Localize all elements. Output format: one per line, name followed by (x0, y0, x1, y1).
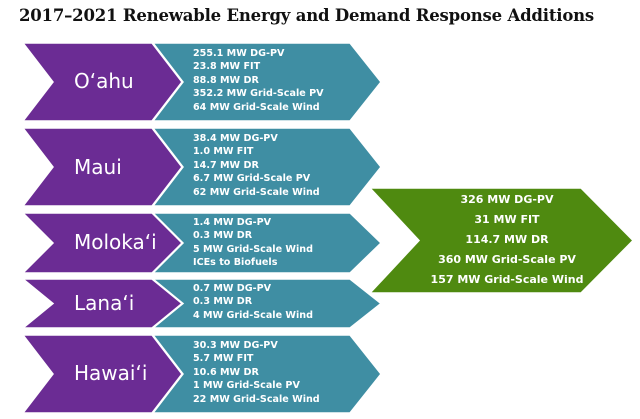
stat-line: 88.8 MW DR (193, 74, 259, 86)
total-line: 326 MW DG-PV (460, 193, 554, 206)
detail-chevron-oahu: 255.1 MW DG-PV 23.8 MW FIT 88.8 MW DR 35… (152, 42, 384, 122)
stat-line: 4 MW Grid-Scale Wind (193, 309, 314, 321)
island-chevron-hawaii: Hawai‘i (22, 334, 184, 414)
teal-chevron-shape (152, 127, 382, 207)
total-line: 31 MW FIT (474, 213, 540, 226)
purple-chevron-shape (22, 42, 183, 122)
total-stats: 326 MW DG-PV 31 MW FIT 114.7 MW DR 360 M… (427, 190, 587, 290)
stat-line: 22 MW Grid-Scale Wind (193, 393, 320, 405)
detail-chevron-hawaii: 30.3 MW DG-PV 5.7 MW FIT 10.6 MW DR 1 MW… (152, 334, 384, 414)
total-line: 114.7 MW DR (465, 233, 549, 246)
purple-chevron-shape (22, 334, 183, 414)
stat-line: 62 MW Grid-Scale Wind (193, 186, 320, 198)
island-chevron-maui: Maui (22, 127, 184, 207)
stat-line: 14.7 MW DR (193, 159, 259, 171)
stat-line: 5.7 MW FIT (193, 353, 254, 365)
island-chevron-molokai: Moloka‘i (22, 212, 184, 274)
island-stats: 30.3 MW DG-PV 5.7 MW FIT 10.6 MW DR 1 MW… (193, 339, 320, 406)
island-stats: 0.7 MW DG-PV 0.3 MW DR 4 MW Grid-Scale W… (193, 282, 313, 322)
total-line: 157 MW Grid-Scale Wind (430, 273, 584, 286)
teal-chevron-shape (152, 278, 383, 329)
teal-chevron-shape (152, 212, 383, 274)
total-chevron: 326 MW DG-PV 31 MW FIT 114.7 MW DR 360 M… (369, 187, 635, 294)
stat-line: 23.8 MW FIT (193, 61, 261, 73)
island-stats: 38.4 MW DG-PV 1.0 MW FIT 14.7 MW DR 6.7 … (193, 132, 320, 199)
detail-chevron-lanai: 0.7 MW DG-PV 0.3 MW DR 4 MW Grid-Scale W… (152, 278, 384, 329)
stat-line: 0.3 MW DR (193, 296, 253, 308)
stat-line: 64 MW Grid-Scale Wind (193, 101, 320, 113)
stat-line: 5 MW Grid-Scale Wind (193, 243, 314, 255)
teal-chevron-shape (152, 42, 382, 122)
stat-line: 30.3 MW DG-PV (193, 340, 278, 351)
detail-chevron-maui: 38.4 MW DG-PV 1.0 MW FIT 14.7 MW DR 6.7 … (152, 127, 384, 207)
stat-line: 1 MW Grid-Scale PV (193, 380, 300, 392)
stat-line: 38.4 MW DG-PV (193, 133, 278, 144)
stat-line: 1.0 MW FIT (193, 146, 254, 158)
island-name: Hawai‘i (74, 361, 148, 385)
stat-line: 0.7 MW DG-PV (193, 283, 272, 294)
stat-line: 255.1 MW DG-PV (193, 48, 285, 59)
island-name: Lana‘i (74, 291, 135, 315)
stat-line: 10.6 MW DR (193, 366, 259, 378)
island-name: Moloka‘i (74, 230, 157, 254)
green-chevron-shape (369, 187, 635, 294)
detail-chevron-molokai: 1.4 MW DG-PV 0.3 MW DR 5 MW Grid-Scale W… (152, 212, 384, 274)
stat-line: ICEs to Biofuels (193, 257, 278, 269)
island-stats: 1.4 MW DG-PV 0.3 MW DR 5 MW Grid-Scale W… (193, 216, 313, 270)
diagram-title: 2017–2021 Renewable Energy and Demand Re… (19, 6, 595, 25)
stat-line: 6.7 MW Grid-Scale PV (193, 173, 311, 185)
island-name: Maui (74, 155, 122, 179)
stat-line: 0.3 MW DR (193, 230, 253, 242)
stat-line: 352.2 MW Grid-Scale PV (193, 88, 324, 100)
island-chevron-oahu: O‘ahu (22, 42, 184, 122)
purple-chevron-shape (22, 127, 183, 207)
stat-line: 1.4 MW DG-PV (193, 217, 272, 228)
teal-chevron-shape (152, 334, 382, 414)
island-stats: 255.1 MW DG-PV 23.8 MW FIT 88.8 MW DR 35… (193, 47, 324, 114)
island-name: O‘ahu (74, 69, 134, 93)
total-line: 360 MW Grid-Scale PV (438, 253, 576, 266)
